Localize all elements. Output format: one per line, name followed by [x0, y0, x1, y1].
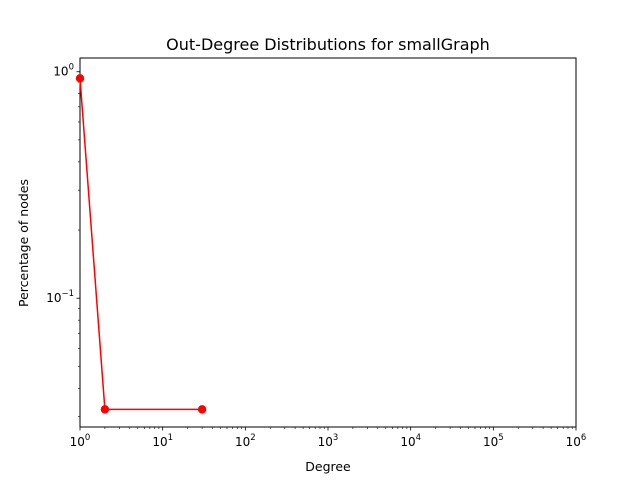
- x-tick-exponent: 3: [333, 433, 338, 443]
- y-tick-exponent: −1: [61, 289, 74, 299]
- x-tick-exponent: 2: [250, 433, 255, 443]
- x-tick-exponent: 4: [416, 433, 421, 443]
- x-axis-label: Degree: [305, 459, 351, 474]
- x-tick-exponent: 0: [85, 433, 90, 443]
- chart-title: Out-Degree Distributions for smallGraph: [166, 35, 490, 54]
- y-tick-exponent: 0: [69, 63, 74, 73]
- y-axis-label: Percentage of nodes: [16, 179, 31, 307]
- x-tick-exponent: 6: [581, 433, 586, 443]
- data-point: [100, 405, 110, 414]
- x-tick-exponent: 5: [498, 433, 503, 443]
- data-point: [75, 74, 85, 83]
- x-tick-exponent: 1: [168, 433, 173, 443]
- data-point: [197, 405, 207, 414]
